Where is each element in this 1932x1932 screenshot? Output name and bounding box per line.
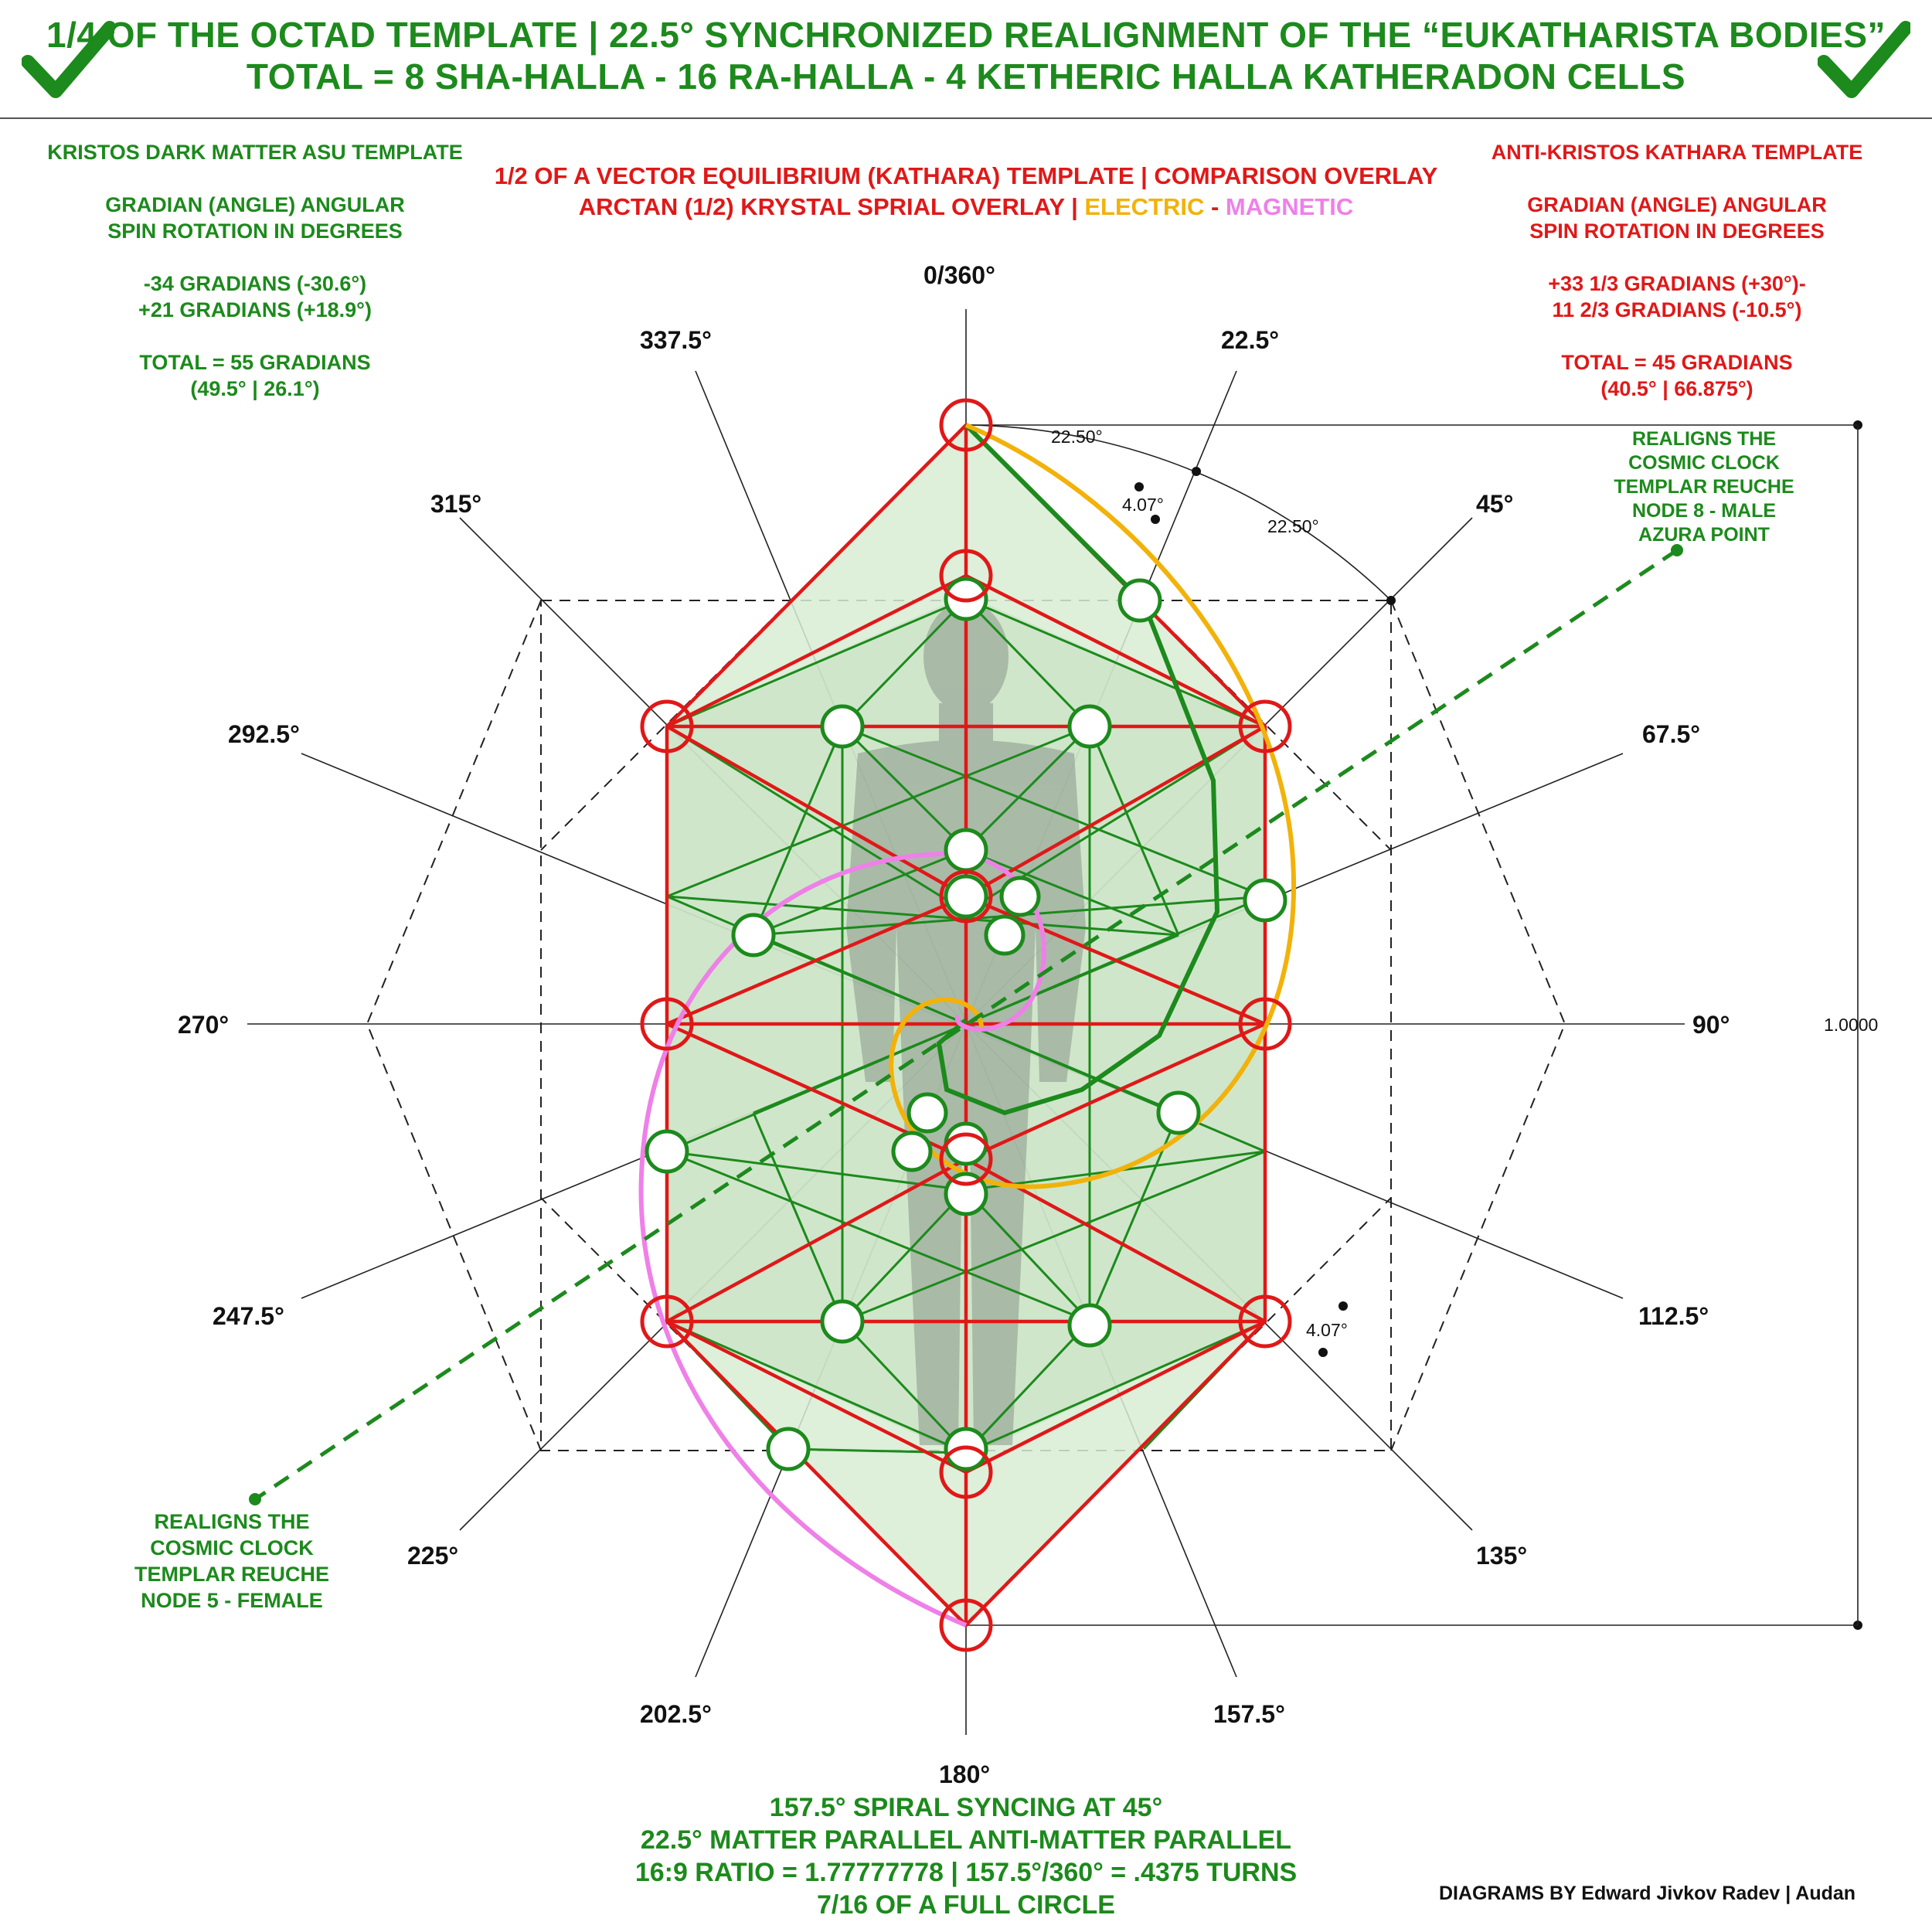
footer-notes: 157.5° SPIRAL SYNCING AT 45° 22.5° MATTE… (634, 1793, 1298, 1920)
arc-label-b: 22.50° (1267, 516, 1319, 536)
left-panel-text: +21 GRADIANS (+18.9°) (138, 298, 372, 321)
dimension-bracket (966, 424, 1859, 1626)
angle-label-225: 225° (407, 1542, 459, 1570)
right-panel-text: GRADIAN (ANGLE) ANGULAR (1527, 193, 1827, 216)
left-panel-text: SPIN ROTATION IN DEGREES (107, 219, 403, 243)
dimension-label: 1.0000 (1824, 1015, 1879, 1035)
arc-label-a: 22.50° (1051, 427, 1103, 447)
azura-axis-line (253, 548, 1679, 1502)
angle-label-0: 0/360° (923, 261, 995, 289)
page-title: 1/4 OF THE OCTAD TEMPLATE | 22.5° SYNCHR… (46, 15, 1886, 55)
angle-label-135: 135° (1476, 1542, 1528, 1570)
red-kathara-template (665, 422, 1267, 1628)
angle-label-22-5: 22.5° (1221, 326, 1280, 354)
left-panel-heading: KRISTOS DARK MATTER ASU TEMPLATE (47, 141, 463, 164)
left-panel-text: -34 GRADIANS (-30.6°) (143, 272, 367, 295)
left-panel-text: GRADIAN (ANGLE) ANGULAR (105, 193, 405, 216)
red-nodes (640, 398, 1292, 1652)
angle-label-90: 90° (1692, 1011, 1730, 1039)
right-panel-heading: ANTI-KRISTOS KATHARA TEMPLATE (1491, 141, 1863, 164)
magnetic-label: MAGNETIC (1225, 193, 1354, 220)
left-panel: KRISTOS DARK MATTER ASU TEMPLATE GRADIAN… (31, 139, 479, 402)
left-panel-text: (49.5° | 26.1°) (190, 377, 320, 400)
right-panel-text: SPIN ROTATION IN DEGREES (1529, 219, 1825, 243)
angle-label-270: 270° (178, 1011, 230, 1039)
page-subtitle: TOTAL = 8 SHA-HALLA - 16 RA-HALLA - 4 KE… (246, 56, 1686, 97)
angle-label-247-5: 247.5° (213, 1302, 284, 1330)
center-header: 1/2 OF A VECTOR EQUILIBRIUM (KATHARA) TE… (425, 161, 1507, 223)
right-panel-text: 11 2/3 GRADIANS (-10.5°) (1552, 298, 1802, 321)
checkmark-icon (22, 21, 114, 98)
callout-female: REALIGNS THE COSMIC CLOCK TEMPLAR REUCHE… (134, 1510, 329, 1612)
angle-label-292-5: 292.5° (228, 720, 300, 748)
angle-label-315: 315° (430, 490, 482, 518)
angle-label-67-5: 67.5° (1642, 720, 1701, 748)
angle-label-180: 180° (939, 1760, 991, 1788)
left-panel-text: TOTAL = 55 GRADIANS (139, 351, 371, 374)
small-angle-top: 4.07° (1122, 495, 1164, 515)
header-divider (0, 117, 1932, 119)
checkmark-icon (1818, 21, 1910, 98)
credit-label: DIAGRAMS BY Edward Jivkov Radev | Audan (1439, 1883, 1856, 1904)
angle-label-157-5: 157.5° (1213, 1700, 1285, 1728)
right-panel-text: (40.5° | 66.875°) (1600, 377, 1753, 400)
angle-label-337-5: 337.5° (640, 326, 712, 354)
right-panel-text: TOTAL = 45 GRADIANS (1561, 351, 1793, 374)
center-header-line1: 1/2 OF A VECTOR EQUILIBRIUM (KATHARA) TE… (494, 162, 1438, 189)
electric-label: ELECTRIC (1084, 193, 1205, 220)
right-panel-text: +33 1/3 GRADIANS (+30°)- (1548, 272, 1806, 295)
angle-label-45: 45° (1476, 490, 1514, 518)
right-panel: ANTI-KRISTOS KATHARA TEMPLATE GRADIAN (A… (1445, 139, 1909, 402)
small-angle-bottom: 4.07° (1306, 1320, 1348, 1340)
angle-label-112-5: 112.5° (1638, 1302, 1709, 1330)
callout-male: REALIGNS THE COSMIC CLOCK TEMPLAR REUCHE… (1614, 428, 1794, 546)
magnetic-spiral (638, 851, 1046, 1628)
green-nodes (645, 577, 1287, 1471)
green-spiral (936, 423, 1220, 1116)
angle-label-202-5: 202.5° (640, 1700, 712, 1728)
center-header-line2: ARCTAN (1/2) KRYSTAL SPRIAL OVERLAY | EL… (578, 193, 1354, 220)
